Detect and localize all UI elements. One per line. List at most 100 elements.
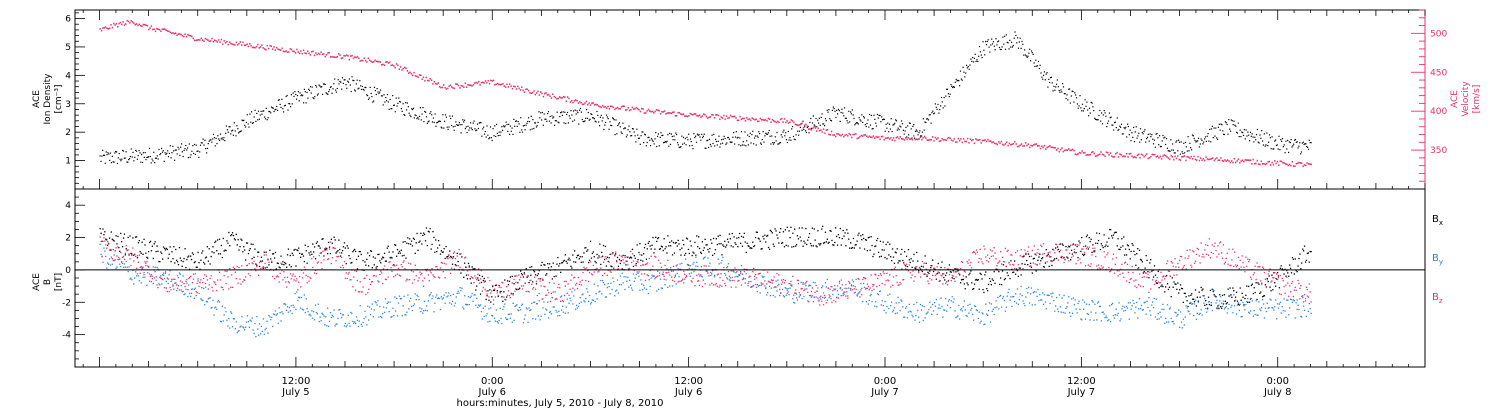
data-point bbox=[823, 297, 826, 299]
data-point bbox=[901, 300, 903, 302]
data-point bbox=[335, 323, 337, 325]
data-point bbox=[917, 138, 919, 141]
data-point bbox=[1193, 155, 1195, 158]
data-point bbox=[632, 108, 635, 110]
data-point bbox=[514, 275, 516, 277]
data-point bbox=[1220, 306, 1222, 308]
data-point bbox=[346, 87, 348, 89]
data-point bbox=[287, 109, 289, 111]
data-point bbox=[515, 288, 517, 290]
data-point bbox=[312, 317, 314, 319]
data-point bbox=[1173, 158, 1175, 161]
data-point bbox=[651, 139, 653, 141]
data-point bbox=[232, 129, 234, 131]
data-point bbox=[847, 295, 849, 297]
data-point bbox=[414, 252, 416, 254]
data-point bbox=[616, 289, 618, 291]
data-point bbox=[149, 280, 151, 282]
data-point bbox=[221, 256, 223, 259]
data-point bbox=[1142, 272, 1144, 274]
data-point bbox=[264, 329, 266, 331]
data-point bbox=[900, 253, 902, 255]
data-point bbox=[1262, 295, 1265, 297]
data-point bbox=[1245, 294, 1247, 296]
data-point bbox=[815, 245, 817, 247]
data-point bbox=[367, 98, 370, 100]
data-point bbox=[1056, 296, 1058, 299]
data-point bbox=[553, 95, 555, 98]
data-point bbox=[232, 318, 235, 320]
data-point bbox=[589, 118, 591, 120]
data-point bbox=[479, 293, 482, 295]
data-point bbox=[217, 135, 219, 137]
data-point bbox=[903, 316, 905, 318]
data-point bbox=[569, 101, 571, 103]
data-point bbox=[1002, 296, 1005, 298]
data-point bbox=[537, 273, 539, 275]
data-point bbox=[430, 111, 432, 113]
data-point bbox=[685, 115, 687, 117]
data-point bbox=[328, 52, 330, 54]
data-point bbox=[895, 136, 897, 139]
data-point bbox=[605, 114, 608, 116]
data-point bbox=[1212, 290, 1214, 293]
data-point bbox=[892, 256, 895, 258]
data-point bbox=[604, 245, 607, 248]
data-point bbox=[502, 83, 504, 85]
data-point bbox=[161, 252, 163, 255]
data-point bbox=[729, 280, 731, 282]
data-point bbox=[233, 318, 236, 320]
data-point bbox=[1146, 136, 1149, 138]
data-point bbox=[923, 305, 925, 308]
data-point bbox=[1305, 259, 1308, 261]
data-point bbox=[724, 272, 726, 275]
data-point bbox=[340, 81, 342, 83]
data-point bbox=[855, 122, 857, 125]
data-point bbox=[162, 272, 165, 274]
data-point bbox=[195, 144, 197, 146]
data-point bbox=[952, 140, 954, 142]
data-point bbox=[1234, 296, 1237, 298]
data-point bbox=[199, 144, 202, 146]
data-point bbox=[217, 301, 219, 303]
data-point bbox=[287, 311, 290, 313]
data-point bbox=[497, 135, 499, 137]
data-point bbox=[930, 122, 932, 124]
data-point bbox=[1270, 164, 1272, 166]
data-point bbox=[879, 290, 882, 292]
data-point bbox=[973, 319, 975, 321]
data-point bbox=[1115, 231, 1117, 233]
data-point bbox=[837, 108, 840, 110]
data-point bbox=[108, 249, 111, 251]
data-point bbox=[678, 276, 680, 278]
data-point bbox=[1049, 302, 1051, 305]
data-point bbox=[1026, 259, 1028, 262]
data-point bbox=[624, 109, 627, 111]
data-point bbox=[794, 302, 796, 304]
data-point bbox=[750, 247, 752, 249]
data-point bbox=[273, 313, 276, 316]
data-point bbox=[975, 138, 977, 140]
data-point bbox=[1048, 294, 1050, 297]
data-point bbox=[857, 137, 860, 139]
data-point bbox=[1021, 40, 1023, 43]
data-point bbox=[1104, 112, 1106, 114]
data-point bbox=[251, 111, 253, 113]
data-point bbox=[1248, 311, 1250, 313]
data-point bbox=[352, 57, 355, 60]
data-point bbox=[1011, 268, 1013, 270]
data-point bbox=[1178, 139, 1180, 141]
data-point bbox=[1068, 245, 1070, 247]
data-point bbox=[417, 76, 419, 79]
data-point bbox=[1092, 151, 1094, 153]
data-point bbox=[413, 303, 415, 305]
data-point bbox=[236, 44, 239, 46]
data-point bbox=[413, 238, 415, 240]
data-point bbox=[617, 265, 620, 267]
data-point bbox=[818, 129, 821, 132]
data-point bbox=[1282, 161, 1284, 164]
data-point bbox=[399, 66, 402, 68]
data-point bbox=[888, 254, 890, 256]
data-point bbox=[1207, 301, 1210, 303]
data-point bbox=[178, 148, 180, 150]
